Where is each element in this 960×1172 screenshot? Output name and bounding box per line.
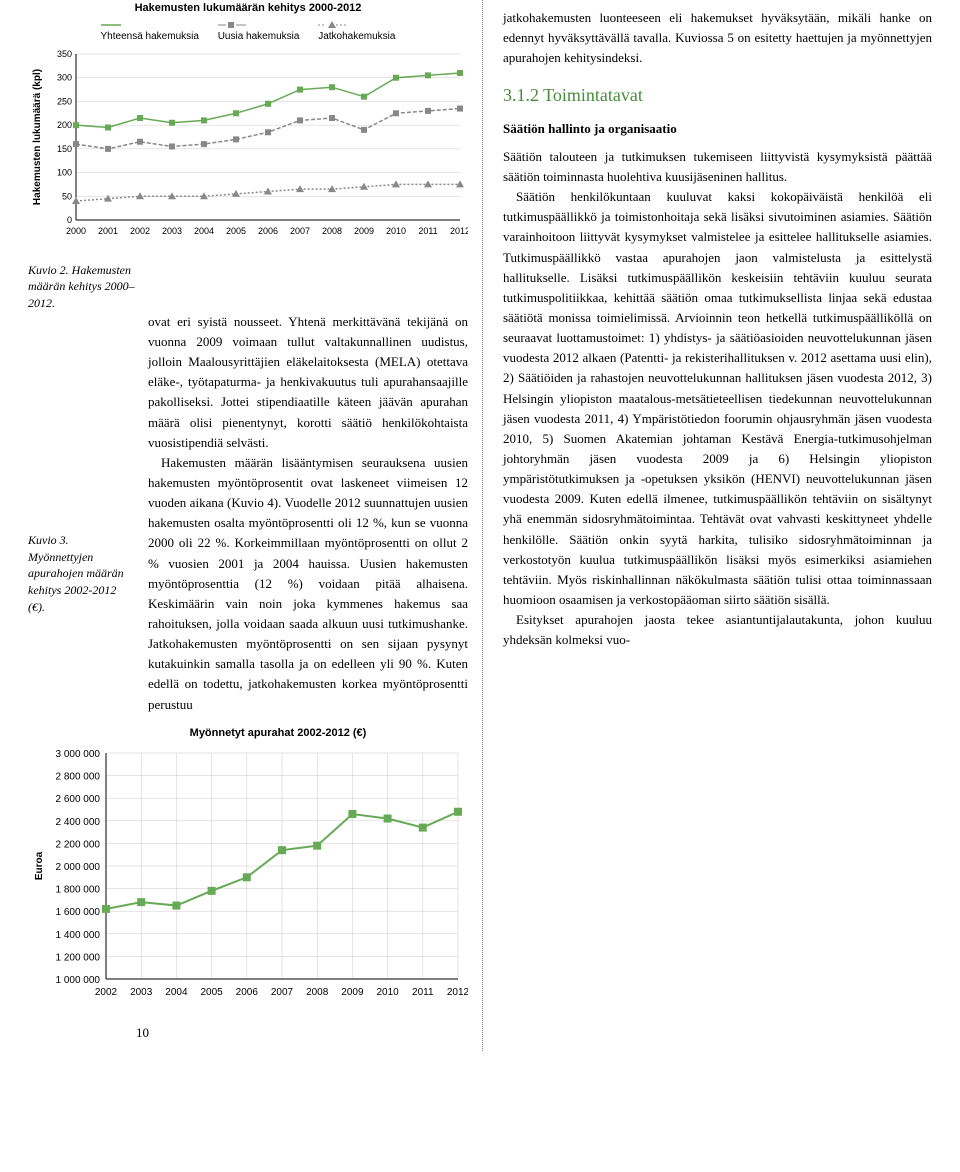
svg-text:2008: 2008 (322, 226, 342, 236)
svg-text:250: 250 (57, 96, 72, 106)
svg-text:2009: 2009 (341, 987, 364, 998)
svg-text:1 000 000: 1 000 000 (56, 975, 101, 986)
svg-text:2002: 2002 (130, 226, 150, 236)
svg-text:2012: 2012 (447, 987, 468, 998)
body-para: Esitykset apurahojen jaosta tekee asiant… (503, 610, 932, 650)
svg-text:1 200 000: 1 200 000 (56, 953, 101, 964)
svg-text:300: 300 (57, 72, 72, 82)
svg-text:2011: 2011 (418, 226, 437, 236)
svg-text:2003: 2003 (130, 987, 153, 998)
svg-text:2005: 2005 (226, 226, 246, 236)
svg-text:2004: 2004 (165, 987, 188, 998)
svg-text:2 400 000: 2 400 000 (56, 817, 101, 828)
svg-text:2010: 2010 (376, 987, 399, 998)
svg-text:1 800 000: 1 800 000 (56, 885, 101, 896)
caption-kuvio2: Kuvio 2. Hakemusten määrän kehitys 2000–… (28, 262, 136, 312)
svg-text:2005: 2005 (200, 987, 223, 998)
svg-text:2007: 2007 (290, 226, 310, 236)
svg-text:2 800 000: 2 800 000 (56, 772, 101, 783)
chart-1: Hakemusten lukumäärän kehitys 2000-2012 … (28, 0, 468, 248)
left-body-text: ovat eri syistä nousseet. Yhtenä merkitt… (148, 312, 468, 715)
svg-text:200: 200 (57, 120, 72, 130)
chart1-title: Hakemusten lukumäärän kehitys 2000-2012 (28, 0, 468, 17)
intro-para: jatkohakemusten luonteeseen eli hakemuks… (503, 8, 932, 68)
svg-text:100: 100 (57, 167, 72, 177)
svg-text:2 000 000: 2 000 000 (56, 862, 101, 873)
svg-text:2 200 000: 2 200 000 (56, 840, 101, 851)
svg-text:2007: 2007 (271, 987, 294, 998)
svg-text:1 400 000: 1 400 000 (56, 930, 101, 941)
svg-text:2000: 2000 (66, 226, 86, 236)
svg-text:50: 50 (62, 191, 72, 201)
svg-text:350: 350 (57, 49, 72, 59)
page-number: 10 (28, 1005, 468, 1051)
svg-text:Hakemusten lukumäärä (kpl): Hakemusten lukumäärä (kpl) (32, 68, 43, 204)
body-para: Säätiön henkilökuntaan kuuluvat kaksi ko… (503, 187, 932, 610)
svg-text:2006: 2006 (258, 226, 278, 236)
chart-2: Myönnetyt apurahat 2002-2012 (€) 1 000 0… (28, 725, 468, 1006)
body-para: Säätiön talouteen ja tutkimuksen tukemis… (503, 147, 932, 187)
svg-text:0: 0 (67, 215, 72, 225)
svg-text:2008: 2008 (306, 987, 329, 998)
chart2-title: Myönnetyt apurahat 2002-2012 (€) (28, 725, 468, 742)
caption-kuvio3: Kuvio 3. Myönnettyjen apurahojen määrän … (28, 532, 136, 616)
svg-text:2011: 2011 (412, 987, 434, 998)
svg-text:1 600 000: 1 600 000 (56, 907, 101, 918)
svg-text:2012: 2012 (450, 226, 468, 236)
svg-text:2001: 2001 (98, 226, 118, 236)
svg-text:2009: 2009 (354, 226, 374, 236)
chart1-plot: 0 50 100 150 200 250 300 350 2000 2001 2002 2003 200… (28, 48, 468, 248)
svg-text:3 000 000: 3 000 000 (56, 749, 101, 760)
svg-text:Euroa: Euroa (34, 852, 45, 881)
right-body-text: jatkohakemusten luonteeseen eli hakemuks… (503, 8, 932, 650)
svg-text:150: 150 (57, 143, 72, 153)
svg-text:2010: 2010 (386, 226, 406, 236)
svg-text:2002: 2002 (95, 987, 118, 998)
subsection-heading: Säätiön hallinto ja organisaatio (503, 119, 932, 139)
svg-text:2 600 000: 2 600 000 (56, 794, 101, 805)
section-heading: 3.1.2 Toimintatavat (503, 82, 932, 109)
chart1-legend: Yhteensä hakemuksia Uusia hakemuksia Jat… (28, 21, 468, 44)
chart2-plot: 1 000 000 1 200 000 1 400 000 1 600 000 1 80… (28, 745, 468, 1005)
svg-text:2006: 2006 (236, 987, 259, 998)
svg-text:2003: 2003 (162, 226, 182, 236)
svg-text:2004: 2004 (194, 226, 214, 236)
